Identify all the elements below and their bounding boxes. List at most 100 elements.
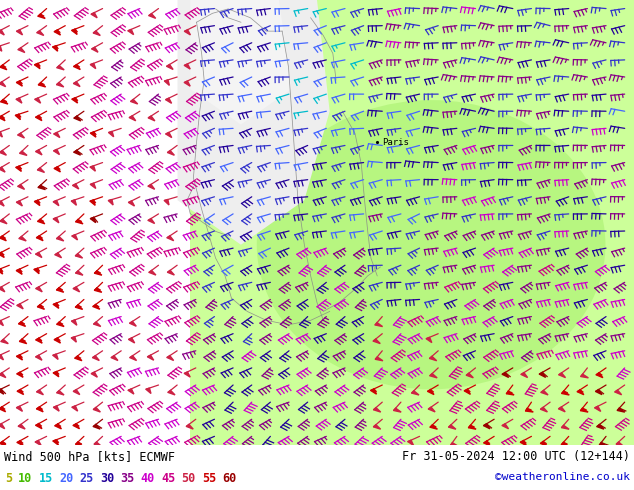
Polygon shape [615, 390, 621, 395]
Polygon shape [0, 65, 7, 70]
Text: 50: 50 [181, 472, 196, 485]
Polygon shape [541, 407, 547, 412]
Text: 25: 25 [79, 472, 94, 485]
Polygon shape [464, 389, 470, 394]
Polygon shape [408, 440, 413, 445]
Polygon shape [0, 287, 5, 292]
Polygon shape [618, 408, 624, 412]
Polygon shape [0, 320, 3, 326]
Polygon shape [53, 218, 59, 223]
Polygon shape [94, 288, 102, 293]
Polygon shape [91, 13, 97, 18]
Polygon shape [0, 252, 4, 257]
Polygon shape [164, 199, 169, 205]
Polygon shape [595, 406, 601, 412]
Polygon shape [37, 168, 44, 172]
Polygon shape [53, 371, 59, 377]
Polygon shape [373, 408, 381, 412]
Polygon shape [16, 406, 22, 411]
Polygon shape [0, 355, 3, 360]
Polygon shape [371, 389, 377, 394]
Ellipse shape [257, 100, 605, 389]
Text: ©weatheronline.co.uk: ©weatheronline.co.uk [495, 472, 630, 482]
Polygon shape [17, 441, 23, 446]
Polygon shape [581, 374, 588, 378]
Polygon shape [426, 337, 432, 343]
Polygon shape [90, 217, 96, 222]
Polygon shape [34, 200, 40, 206]
Polygon shape [184, 64, 190, 69]
Polygon shape [72, 406, 77, 411]
Polygon shape [38, 185, 46, 190]
Polygon shape [1, 340, 8, 343]
Polygon shape [559, 407, 565, 412]
Polygon shape [168, 391, 175, 395]
Polygon shape [394, 408, 401, 412]
Polygon shape [466, 373, 474, 378]
Polygon shape [0, 82, 6, 87]
Polygon shape [94, 271, 102, 275]
Polygon shape [72, 98, 77, 103]
Polygon shape [597, 424, 604, 429]
Polygon shape [37, 390, 43, 395]
Polygon shape [90, 63, 96, 69]
Polygon shape [38, 83, 46, 87]
Polygon shape [0, 30, 4, 35]
Polygon shape [53, 406, 59, 411]
Polygon shape [90, 166, 95, 171]
Polygon shape [17, 304, 23, 309]
Polygon shape [57, 322, 64, 326]
Polygon shape [55, 30, 60, 35]
Polygon shape [90, 183, 96, 189]
Polygon shape [57, 391, 64, 395]
Polygon shape [54, 149, 60, 154]
Polygon shape [16, 355, 22, 360]
Text: 35: 35 [120, 472, 134, 485]
Polygon shape [373, 425, 380, 429]
Polygon shape [429, 407, 435, 412]
Polygon shape [430, 425, 437, 429]
Polygon shape [540, 441, 547, 446]
Polygon shape [72, 200, 77, 205]
Polygon shape [16, 98, 22, 103]
Polygon shape [56, 82, 64, 87]
Polygon shape [502, 424, 508, 429]
Polygon shape [129, 201, 134, 206]
Polygon shape [0, 219, 7, 224]
Polygon shape [74, 390, 80, 394]
Polygon shape [36, 116, 42, 121]
Polygon shape [375, 357, 383, 361]
Polygon shape [16, 201, 22, 206]
Polygon shape [35, 98, 41, 103]
Polygon shape [1, 99, 8, 104]
Polygon shape [0, 150, 6, 155]
Polygon shape [599, 442, 607, 446]
Polygon shape [484, 424, 490, 429]
Polygon shape [0, 167, 5, 172]
Polygon shape [54, 167, 60, 172]
Polygon shape [72, 29, 77, 34]
Polygon shape [16, 166, 22, 172]
Polygon shape [56, 237, 64, 241]
Polygon shape [53, 440, 58, 445]
Polygon shape [167, 270, 174, 275]
Polygon shape [484, 441, 490, 446]
Polygon shape [36, 150, 42, 155]
Polygon shape [91, 132, 96, 137]
Polygon shape [0, 132, 3, 137]
Polygon shape [186, 424, 193, 429]
Polygon shape [38, 14, 45, 19]
Polygon shape [36, 355, 42, 360]
Polygon shape [451, 442, 458, 446]
Polygon shape [75, 356, 82, 361]
Polygon shape [18, 185, 25, 189]
Polygon shape [37, 31, 44, 35]
Text: 15: 15 [39, 472, 53, 485]
Text: 20: 20 [59, 472, 74, 485]
Polygon shape [93, 356, 100, 361]
Text: 55: 55 [202, 472, 216, 485]
Polygon shape [0, 236, 6, 241]
Polygon shape [75, 305, 82, 309]
Polygon shape [55, 253, 61, 258]
Text: 45: 45 [161, 472, 175, 485]
